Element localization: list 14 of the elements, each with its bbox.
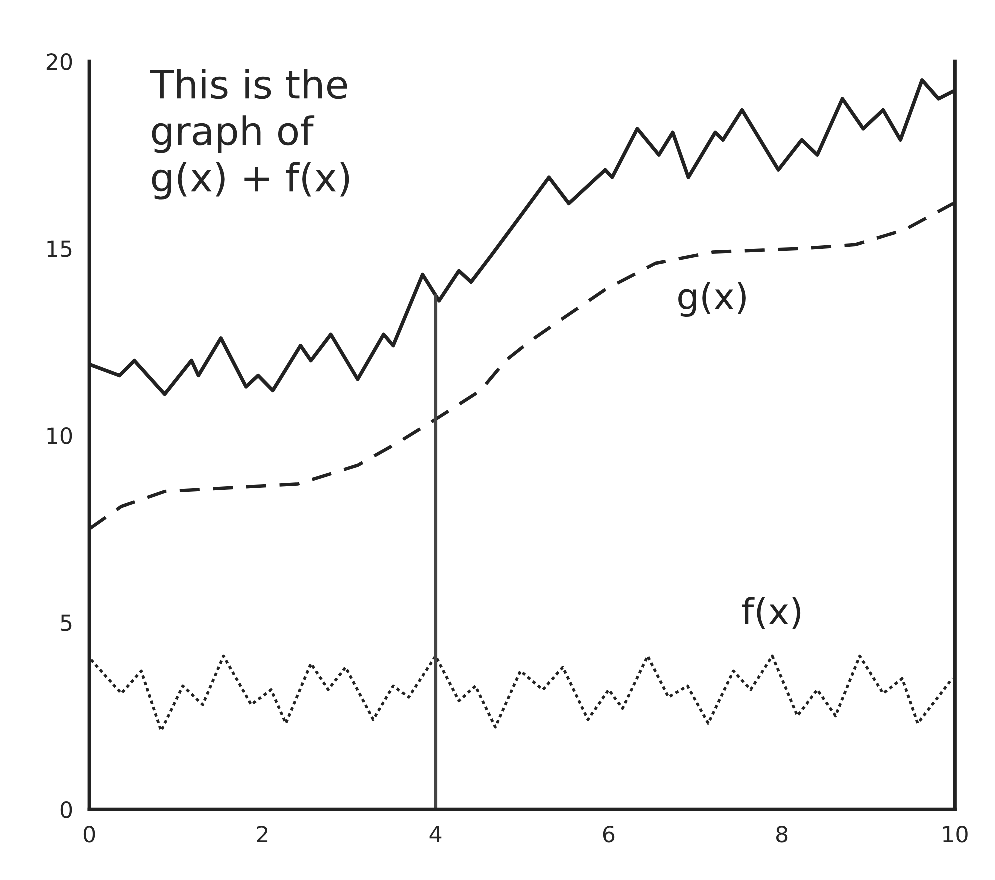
series-label: f(x): [742, 597, 801, 630]
x-tick-label: 6: [603, 826, 615, 843]
y-tick-label: 5: [61, 614, 72, 632]
x-tick-label: 10: [944, 826, 968, 843]
y-tick-label: 0: [60, 802, 72, 818]
x-tick-label: 4: [430, 826, 442, 842]
annotation: This is the graph of g(x) + f(x): [150, 69, 350, 200]
y-tick-label: 15: [48, 240, 72, 258]
series-label: g(x): [678, 282, 746, 318]
y-tick-label: 10: [48, 428, 72, 444]
x-tick-label: 0: [84, 826, 96, 843]
x-tick-label: 2: [257, 826, 268, 842]
y-tick-label: 20: [46, 54, 72, 70]
x-tick-label: 8: [776, 826, 788, 843]
